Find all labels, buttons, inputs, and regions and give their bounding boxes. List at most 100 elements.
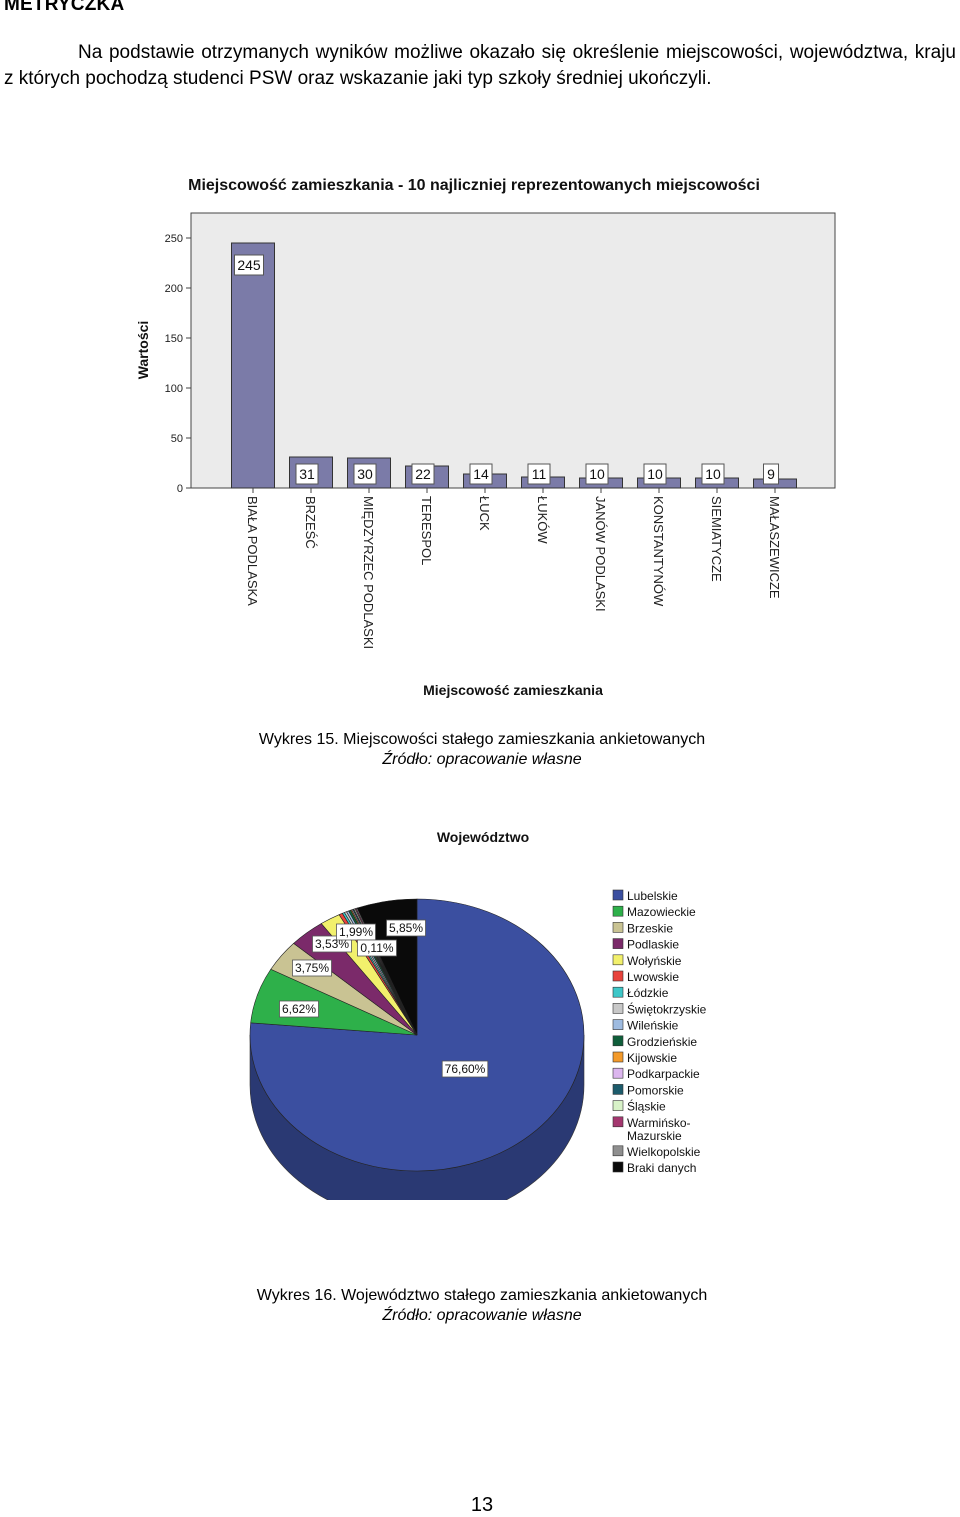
legend-label: Lubelskie [627, 889, 678, 903]
legend-label: Podlaskie [627, 938, 679, 952]
bar-series: 245 31 30 22 14 11 10 10 10 9 [231, 242, 797, 489]
bar-category-label: BRZEŚĆ [303, 496, 318, 549]
legend-label: Pomorskie [627, 1083, 684, 1097]
bar-value-box [527, 463, 551, 485]
bar-category-label: ŁUKÓW [535, 496, 550, 544]
legend-label: Śląskie [627, 1099, 666, 1114]
legend-label: Wileńskie [627, 1019, 679, 1033]
pie-value-box [279, 1000, 319, 1018]
bar-value-label: 31 [299, 466, 315, 482]
chart2-caption-source: Źródło: opracowanie własne [382, 1307, 582, 1324]
bar-y-tick-label: 50 [171, 433, 183, 445]
bar-chart-title: Miejscowość zamieszkania - 10 najlicznie… [188, 177, 760, 194]
bar-value-box [353, 463, 377, 485]
bar-value-label: 10 [647, 466, 663, 482]
pie-value-box [357, 939, 397, 957]
legend-swatch [612, 922, 624, 933]
bar-y-tick-label: 250 [165, 233, 183, 245]
legend-label: Brzeskie [627, 921, 673, 935]
legend-swatch [612, 1067, 624, 1079]
bar-category-label: TERESPOL [419, 496, 434, 565]
legend-label: Podkarpackie [627, 1067, 700, 1081]
pie-value-label: 5,85% [389, 921, 423, 935]
pie-value-label: 0,11% [360, 941, 393, 955]
legend-label: Łódzkie [627, 986, 669, 1000]
legend-label: Wołyńskie [627, 954, 682, 968]
legend-label: Mazowieckie [627, 905, 696, 919]
legend-swatch [612, 986, 624, 998]
bar-category-label: KONSTANTYNÓW [651, 496, 666, 607]
bar-x-axis-label: Miejscowość zamieszkania [423, 682, 603, 698]
bar-value-box [469, 463, 493, 485]
legend-label: Wielkopolskie [627, 1145, 701, 1159]
bar [231, 242, 275, 489]
pie-slices [249, 898, 585, 1172]
pie-value-label: 6,62% [282, 1002, 316, 1016]
bar-y-tick-label: 0 [177, 483, 183, 495]
bar-category-label: BIAŁA PODLASKA [245, 496, 260, 606]
bar-value-box [763, 463, 779, 485]
pie-chart: Województwo 76,60% 6,62% 3,75% 3,53%1,99% 0,… [249, 829, 707, 1200]
chart1-caption-source: Źródło: opracowanie własne [382, 751, 582, 768]
legend-swatch [612, 905, 624, 917]
legend-swatch [612, 954, 624, 966]
pie-legend: Lubelskie Mazowieckie Brzeskie Podlaskie Woł… [612, 889, 707, 1175]
legend-swatch [612, 1035, 624, 1047]
legend-swatch [612, 889, 624, 901]
bar-value-box [295, 463, 319, 485]
bar-y-axis-label: Wartości [135, 321, 151, 380]
intro-paragraph: Na podstawie otrzymanych wyników możliwe… [4, 40, 956, 92]
legend-swatch [612, 1051, 624, 1063]
bar-value-box [411, 463, 435, 485]
bar-y-tick-label: 150 [165, 333, 183, 345]
legend-label: Kijowskie [627, 1051, 677, 1065]
legend-swatch [612, 1145, 624, 1157]
legend-swatch [612, 1161, 624, 1173]
pie-value-labels: 76,60% 6,62% 3,75% 3,53%1,99% 0,11% 5,85% [279, 919, 489, 1078]
chart2-caption-title: Wykres 16. Województwo stałego zamieszka… [256, 1287, 708, 1304]
pie-value-box [292, 959, 332, 977]
bar-value-box [701, 463, 725, 485]
bar-category-label: ŁUCK [477, 496, 492, 531]
bar-x-axis: BIAŁA PODLASKA BRZEŚĆ MIĘDZYRZEC PODLASKI T… [245, 488, 782, 649]
chart2-caption: Wykres 16. Województwo stałego zamieszka… [0, 1286, 960, 1326]
bar-category-label: MAŁASZEWICZE [767, 496, 782, 599]
chart1-caption: Wykres 15. Miejscowości stałego zamieszk… [0, 730, 960, 770]
bar-y-tick-label: 100 [165, 383, 183, 395]
intro-text: Na podstawie otrzymanych wyników możliwe… [4, 42, 956, 89]
bar-value-label: 14 [473, 466, 489, 482]
legend-label: Braki danych [627, 1161, 696, 1175]
chart1-caption-title: Wykres 15. Miejscowości stałego zamieszk… [258, 731, 706, 748]
bar-y-tick-label: 200 [165, 283, 183, 295]
pie-value-box [441, 1060, 489, 1078]
pie-value-box [336, 923, 376, 941]
page-number: 13 [470, 1494, 494, 1516]
bar-value-label: 11 [532, 466, 547, 482]
bar-value-label: 10 [705, 466, 721, 482]
pie-value-box [386, 919, 426, 937]
legend-swatch [612, 1003, 624, 1014]
legend-swatch [612, 1100, 624, 1111]
legend-label: Świętokrzyskie [627, 1001, 707, 1016]
bar-value-box [585, 463, 609, 485]
bar-y-axis: 0 50 100 150 200 250 [165, 233, 191, 495]
legend-swatch [612, 1116, 624, 1128]
bar-value-label: 245 [237, 257, 261, 273]
bar-value-box [234, 254, 264, 276]
pie-value-label: 3,53% [315, 937, 349, 951]
bar-category-label: MIĘDZYRZEC PODLASKI [361, 496, 376, 649]
pie-chart-title: Województwo [437, 829, 529, 845]
legend-swatch [612, 970, 624, 982]
legend-swatch [612, 938, 624, 949]
legend-swatch [612, 1019, 624, 1030]
bar-value-label: 10 [589, 466, 605, 482]
bar-value-label: 9 [767, 466, 775, 482]
legend-label: Grodzieńskie [627, 1035, 697, 1049]
section-title: METRYCZKA [4, 0, 125, 15]
bar-category-label: SIEMIATYCZE [709, 496, 724, 582]
legend-swatch [612, 1084, 624, 1095]
bar-value-box [643, 463, 667, 485]
pie-value-label: 76,60% [445, 1062, 486, 1076]
bar-chart: Miejscowość zamieszkania - 10 najlicznie… [135, 177, 836, 698]
bar-value-label: 30 [357, 466, 373, 482]
